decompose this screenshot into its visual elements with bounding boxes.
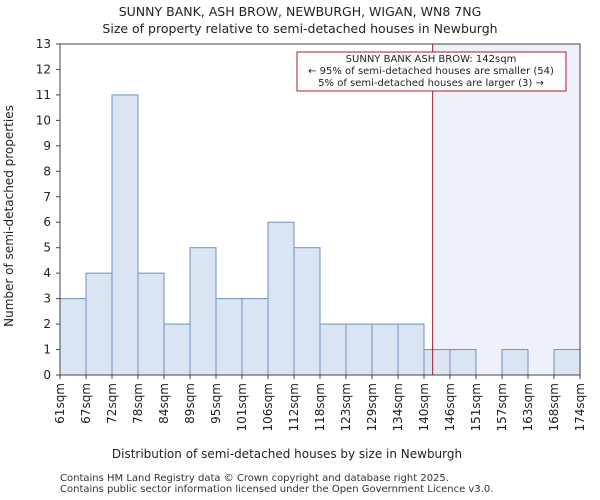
- y-tick-label: 6: [43, 215, 51, 229]
- x-tick-labels: 61sqm 67sqm 72sqm 78sqm 84sqm 89sqm 95sqm 101sq…: [53, 375, 587, 431]
- bar-168sqm: [553, 349, 581, 376]
- bar-72sqm: [111, 94, 139, 376]
- x-tick-label: 67sqm: [79, 383, 93, 424]
- bar-129sqm: [371, 323, 399, 376]
- x-tick-label: 112sqm: [287, 383, 301, 431]
- y-tick-label: 3: [43, 292, 51, 306]
- bar-157sqm: [501, 349, 529, 376]
- bar-67sqm: [85, 272, 113, 376]
- x-tick-label: 106sqm: [261, 383, 275, 431]
- chart-subtitle: Size of property relative to semi-detach…: [102, 21, 498, 36]
- x-tick-label: 78sqm: [131, 383, 145, 424]
- bar-106sqm: [267, 221, 295, 376]
- footer-line-1: Contains HM Land Registry data © Crown c…: [60, 473, 449, 484]
- bar-140sqm: [423, 349, 451, 376]
- x-tick-label: 118sqm: [313, 383, 327, 431]
- y-tick-label: 11: [36, 88, 51, 102]
- x-tick-label: 168sqm: [547, 383, 561, 431]
- annotation-line-1: SUNNY BANK ASH BROW: 142sqm: [346, 54, 517, 65]
- bar-101sqm: [241, 298, 269, 376]
- x-axis-label: Distribution of semi-detached houses by …: [112, 447, 462, 461]
- bar-84sqm: [163, 323, 191, 376]
- y-tick-label: 2: [43, 317, 51, 331]
- bar-134sqm: [397, 323, 425, 376]
- bar-89sqm: [189, 247, 217, 376]
- annotation-line-2: ← 95% of semi-detached houses are smalle…: [308, 66, 554, 77]
- bar-61sqm: [59, 298, 87, 376]
- y-tick-label: 0: [43, 368, 51, 382]
- bars-group: [59, 94, 581, 376]
- y-tick-label: 8: [43, 164, 51, 178]
- x-tick-label: 134sqm: [391, 383, 405, 431]
- x-tick-label: 89sqm: [183, 383, 197, 424]
- x-tick-label: 123sqm: [339, 383, 353, 431]
- x-tick-label: 140sqm: [417, 383, 431, 431]
- x-tick-label: 129sqm: [365, 383, 379, 431]
- x-tick-label: 84sqm: [157, 383, 171, 424]
- y-tick-label: 12: [36, 62, 51, 76]
- bar-112sqm: [293, 247, 321, 376]
- y-axis-label: Number of semi-detached properties: [2, 105, 16, 327]
- x-tick-label: 146sqm: [443, 383, 457, 431]
- y-tick-label: 13: [36, 37, 51, 51]
- footer-line-2: Contains public sector information licen…: [60, 484, 494, 495]
- annotation-border: [296, 51, 567, 92]
- x-tick-label: 174sqm: [573, 383, 587, 431]
- highlight-region: [432, 44, 580, 375]
- y-tick-label: 7: [43, 190, 51, 204]
- annotation-box: SUNNY BANK ASH BROW: 142sqm ← 95% of sem…: [296, 51, 567, 92]
- x-tick-label: 163sqm: [521, 383, 535, 431]
- y-tick-label: 5: [43, 241, 51, 255]
- footer: Contains HM Land Registry data © Crown c…: [60, 473, 493, 495]
- y-tick-label: 10: [36, 113, 51, 127]
- bar-123sqm: [345, 323, 373, 376]
- y-tick-label: 4: [43, 266, 51, 280]
- x-tick-label: 101sqm: [235, 383, 249, 431]
- y-tick-label: 9: [43, 139, 51, 153]
- chart-title: SUNNY BANK, ASH BROW, NEWBURGH, WIGAN, W…: [118, 4, 482, 19]
- x-tick-label: 157sqm: [495, 383, 509, 431]
- x-tick-label: 151sqm: [469, 383, 483, 431]
- x-tick-label: 95sqm: [209, 383, 223, 424]
- x-tick-label: 61sqm: [53, 383, 67, 424]
- bar-118sqm: [319, 323, 347, 376]
- x-tick-label: 72sqm: [105, 383, 119, 424]
- annotation-line-3: 5% of semi-detached houses are larger (3…: [318, 78, 544, 89]
- y-tick-label: 1: [43, 343, 51, 357]
- bar-78sqm: [137, 272, 165, 376]
- bar-95sqm: [215, 298, 243, 376]
- bar-146sqm: [449, 349, 477, 376]
